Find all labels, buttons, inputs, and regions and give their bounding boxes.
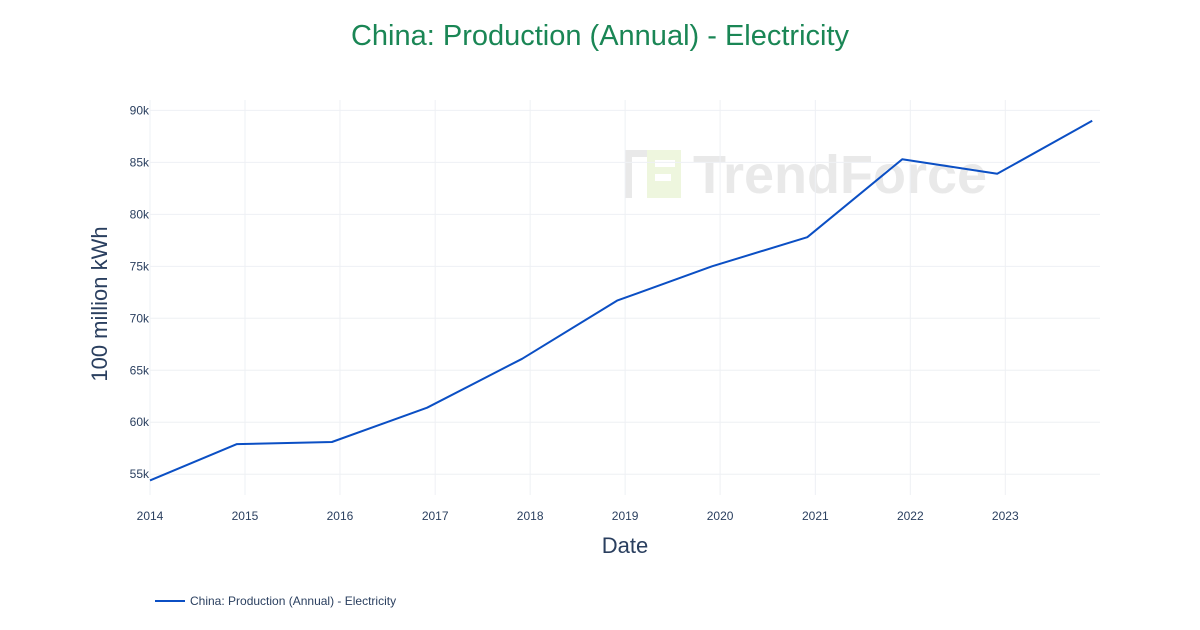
y-axis-ticks: 55k 60k 65k 70k 75k 80k 85k 90k <box>130 103 150 481</box>
y-gridlines <box>150 109 1100 475</box>
trendforce-logo-icon <box>625 150 681 198</box>
x-axis-title: Date <box>602 533 648 558</box>
x-tick-label: 2016 <box>327 509 354 523</box>
legend-swatch <box>155 600 185 602</box>
x-axis-ticks: 2014 2015 2016 2017 2018 2019 2020 2021 2022 2023 <box>137 509 1019 523</box>
y-tick-label: 80k <box>130 207 150 221</box>
y-tick-label: 75k <box>130 259 150 273</box>
y-tick-label: 65k <box>130 363 150 377</box>
x-tick-label: 2022 <box>897 509 924 523</box>
x-tick-label: 2021 <box>802 509 829 523</box>
x-tick-label: 2019 <box>612 509 639 523</box>
x-tick-label: 2017 <box>422 509 449 523</box>
x-tick-label: 2023 <box>992 509 1019 523</box>
y-axis-title: 100 million kWh <box>87 226 112 381</box>
y-tick-label: 55k <box>130 467 150 481</box>
watermark-text: TrendForce <box>693 145 988 205</box>
x-gridlines <box>149 100 1006 495</box>
legend[interactable]: China: Production (Annual) - Electricity <box>155 594 396 608</box>
x-tick-label: 2018 <box>517 509 544 523</box>
series-line[interactable] <box>149 119 1093 482</box>
x-tick-label: 2020 <box>707 509 734 523</box>
y-tick-label: 85k <box>130 155 150 169</box>
legend-label: China: Production (Annual) - Electricity <box>190 594 397 608</box>
y-tick-label: 90k <box>130 103 150 117</box>
trendforce-watermark: TrendForce <box>625 140 1010 210</box>
x-tick-label: 2014 <box>137 509 164 523</box>
x-tick-label: 2015 <box>232 509 259 523</box>
chart-title: China: Production (Annual) - Electricity <box>350 20 850 52</box>
series-layer <box>149 119 1093 482</box>
y-tick-label: 60k <box>130 415 150 429</box>
y-tick-label: 70k <box>130 311 150 325</box>
